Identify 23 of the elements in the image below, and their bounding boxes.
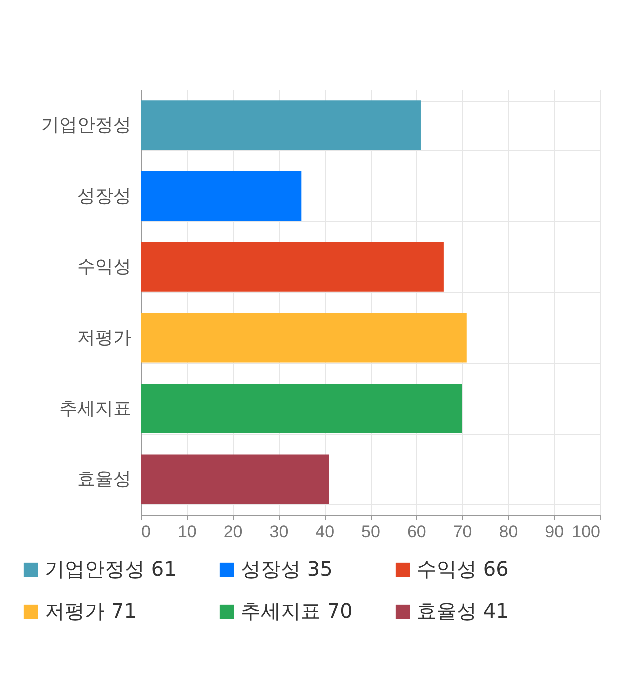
x-tick-label: 0 xyxy=(142,522,151,542)
x-tick-label: 80 xyxy=(499,522,518,542)
y-tick-label: 저평가 xyxy=(78,327,132,348)
x-tick-label: 40 xyxy=(316,522,335,542)
legend-label: 효율성 41 xyxy=(417,599,509,623)
legend-label: 기업안정성 61 xyxy=(45,557,177,581)
y-tick-label: 수익성 xyxy=(78,256,132,278)
y-tick-label: 추세지표 xyxy=(60,398,132,420)
x-tick-label: 70 xyxy=(453,522,472,542)
legend-label: 수익성 66 xyxy=(417,557,509,581)
x-tick-label: 10 xyxy=(178,522,197,542)
y-tick-label: 성장성 xyxy=(78,186,132,207)
y-tick-label: 기업안정성 xyxy=(42,114,132,136)
legend-label: 추세지표 70 xyxy=(241,599,353,623)
legend-label: 저평가 71 xyxy=(45,599,137,623)
x-tick-label: 30 xyxy=(270,522,289,542)
x-tick-label: 50 xyxy=(362,522,380,542)
y-tick-label: 효율성 xyxy=(78,469,132,490)
x-tick-label: 90 xyxy=(545,522,564,542)
x-tick-label: 100 xyxy=(572,522,600,542)
x-tick-label: 60 xyxy=(407,522,426,542)
x-tick-label: 20 xyxy=(224,522,243,542)
legend-label: 성장성 35 xyxy=(241,557,333,581)
